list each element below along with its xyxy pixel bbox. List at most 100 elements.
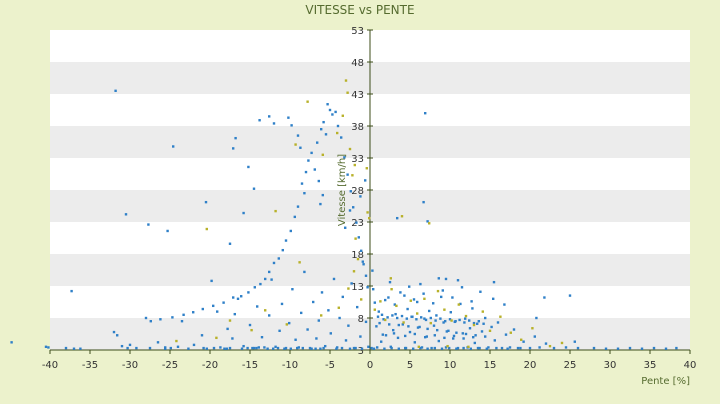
data-point: [487, 346, 490, 349]
data-point: [429, 316, 432, 320]
data-point: [367, 345, 370, 348]
data-point: [354, 346, 357, 350]
data-point: [352, 270, 356, 273]
data-point: [433, 346, 436, 350]
data-point: [401, 323, 404, 326]
data-point: [381, 333, 384, 336]
data-point: [44, 345, 48, 348]
data-point: [440, 295, 443, 299]
data-point: [228, 242, 232, 245]
data-point: [520, 338, 523, 341]
data-point: [171, 316, 174, 319]
data-point: [346, 173, 349, 176]
data-point: [457, 303, 460, 306]
data-point: [362, 263, 365, 266]
x-tick-label: 15: [484, 360, 497, 371]
data-point: [380, 313, 384, 316]
y-axis-label: Vitesse [km/h]: [337, 154, 348, 226]
data-point: [159, 318, 162, 321]
x-axis-label: Pente [%]: [641, 376, 690, 387]
data-point: [336, 346, 339, 349]
data-point: [424, 318, 428, 322]
data-point: [664, 347, 668, 350]
data-point: [471, 307, 474, 310]
data-point: [456, 279, 460, 282]
data-point: [512, 328, 516, 331]
data-point: [264, 277, 267, 281]
data-point: [304, 170, 308, 174]
data-point: [425, 335, 428, 338]
data-point: [412, 347, 415, 350]
data-point: [274, 345, 277, 348]
data-point: [394, 312, 397, 316]
x-tick-label: -5: [325, 360, 335, 371]
data-point: [472, 323, 476, 327]
data-point: [308, 346, 312, 350]
data-point: [112, 330, 116, 334]
x-tick-label: 30: [604, 360, 617, 371]
data-point: [296, 134, 300, 137]
data-point: [458, 318, 461, 322]
data-point: [373, 308, 376, 311]
y-tick-label: 38: [351, 122, 364, 133]
data-point: [420, 316, 423, 319]
data-point: [326, 103, 329, 106]
data-point: [560, 341, 564, 345]
y-tick-label: 28: [351, 186, 364, 197]
data-point: [260, 336, 264, 339]
data-point: [544, 342, 548, 345]
data-point: [303, 192, 306, 195]
data-point: [212, 346, 216, 350]
data-point: [291, 288, 294, 291]
data-point: [340, 346, 344, 350]
data-point: [272, 122, 276, 125]
data-point: [352, 206, 355, 209]
data-point: [202, 346, 205, 350]
data-point: [388, 280, 392, 284]
data-point: [257, 346, 260, 349]
data-point: [408, 285, 411, 288]
data-point: [256, 305, 259, 308]
data-point: [335, 347, 338, 350]
data-point: [240, 295, 243, 298]
y-tick-label: 43: [351, 90, 364, 101]
data-point: [242, 211, 245, 215]
data-point: [344, 79, 348, 82]
data-point: [485, 347, 488, 350]
data-point: [372, 288, 375, 291]
data-point: [356, 305, 359, 309]
data-point: [248, 323, 252, 327]
data-point: [201, 307, 204, 311]
data-point: [306, 328, 309, 331]
data-point: [459, 302, 462, 306]
data-point: [322, 120, 325, 124]
data-point: [164, 346, 167, 349]
data-point: [397, 347, 400, 350]
data-point: [533, 335, 536, 338]
data-point: [251, 346, 254, 350]
data-point: [219, 346, 222, 349]
data-point: [180, 320, 184, 323]
data-point: [361, 260, 364, 263]
x-tick-label: 20: [524, 360, 537, 371]
data-point: [535, 316, 538, 320]
x-tick-label: 40: [684, 360, 697, 371]
data-point: [147, 223, 150, 226]
data-point: [371, 269, 374, 272]
data-point: [564, 346, 568, 349]
y-tick-label: 13: [351, 282, 364, 293]
data-point: [474, 334, 477, 337]
data-point: [391, 314, 394, 317]
data-point: [407, 325, 410, 328]
data-point: [573, 340, 576, 343]
data-point: [436, 328, 439, 332]
data-point: [443, 336, 446, 340]
data-point: [348, 209, 352, 212]
data-point: [176, 345, 180, 348]
data-point: [386, 316, 389, 319]
data-point: [360, 298, 363, 301]
data-point: [300, 311, 303, 315]
data-point: [412, 298, 416, 301]
data-point: [172, 145, 175, 148]
